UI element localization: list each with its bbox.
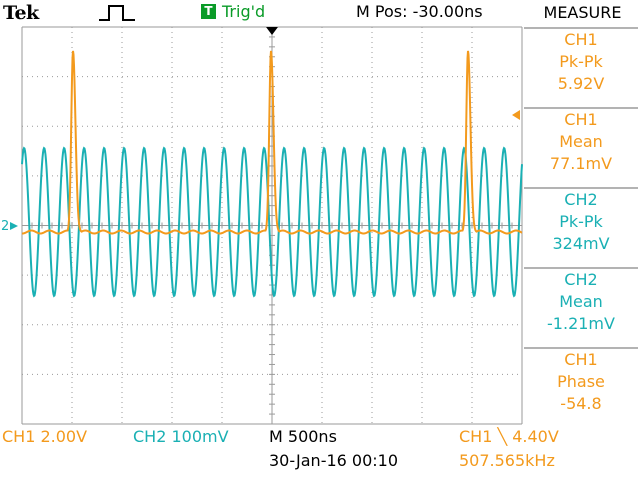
measure-type: Pk-Pk (559, 212, 603, 231)
measure-slot-3[interactable]: CH2 Pk-Pk 324mV (524, 187, 638, 263)
measure-type: Pk-Pk (559, 52, 603, 71)
measure-value: 77.1mV (549, 154, 613, 173)
ch2-ground-arrow (10, 222, 18, 230)
measure-value: -54.8 (560, 394, 602, 413)
measure-slot-1[interactable]: CH1 Pk-Pk 5.92V (524, 27, 638, 103)
trigger-badge: T (201, 4, 216, 19)
waveform-display[interactable]: 2 (0, 22, 525, 425)
frequency-readout: 507.565kHz (459, 451, 555, 470)
measure-slot-2[interactable]: CH1 Mean 77.1mV (524, 107, 638, 183)
measure-slot-5[interactable]: CH1 Phase -54.8 (524, 347, 638, 423)
pulse-shape-icon (99, 5, 135, 21)
measure-channel: CH2 (564, 270, 598, 289)
brand-logo: Tek (3, 2, 39, 24)
trigger-status: Trig'd (222, 2, 266, 21)
trigger-level[interactable]: CH1 ╲ 4.40V (459, 427, 559, 446)
measure-slot-4[interactable]: CH2 Mean -1.21mV (524, 267, 638, 343)
trigger-position-marker (266, 27, 278, 35)
ch1-scale[interactable]: CH1 2.00V (2, 427, 88, 446)
ch1-trigger-level-marker (512, 110, 520, 120)
measure-value: -1.21mV (547, 314, 615, 333)
measure-value: 5.92V (557, 74, 605, 93)
measure-channel: CH1 (564, 30, 598, 49)
measure-value: 324mV (552, 234, 610, 253)
ch2-scale[interactable]: CH2 100mV (133, 427, 229, 446)
measure-type: Mean (559, 132, 603, 151)
ch2-ground-marker: 2 (1, 219, 9, 234)
timebase[interactable]: M 500ns (269, 427, 337, 446)
measure-type: Phase (557, 372, 605, 391)
measure-type: Mean (559, 292, 603, 311)
measure-channel: CH1 (564, 350, 598, 369)
measure-channel: CH1 (564, 110, 598, 129)
date-time: 30-Jan-16 00:10 (269, 451, 399, 470)
measure-channel: CH2 (564, 190, 598, 209)
ch1-waveform (22, 50, 523, 235)
measure-menu-title[interactable]: MEASURE (525, 0, 640, 27)
horizontal-position-readout: M Pos: -30.00ns (356, 2, 483, 21)
